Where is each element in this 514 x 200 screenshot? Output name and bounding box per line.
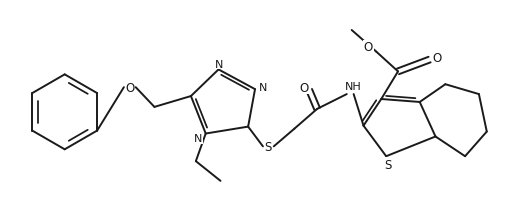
Text: O: O <box>300 81 309 94</box>
Text: S: S <box>384 158 392 171</box>
Text: O: O <box>364 41 373 54</box>
Text: NH: NH <box>345 82 362 92</box>
Text: O: O <box>125 81 134 94</box>
Text: N: N <box>215 59 224 69</box>
Text: S: S <box>264 140 271 153</box>
Text: O: O <box>433 52 442 65</box>
Text: N: N <box>194 134 202 144</box>
Text: N: N <box>259 83 267 93</box>
